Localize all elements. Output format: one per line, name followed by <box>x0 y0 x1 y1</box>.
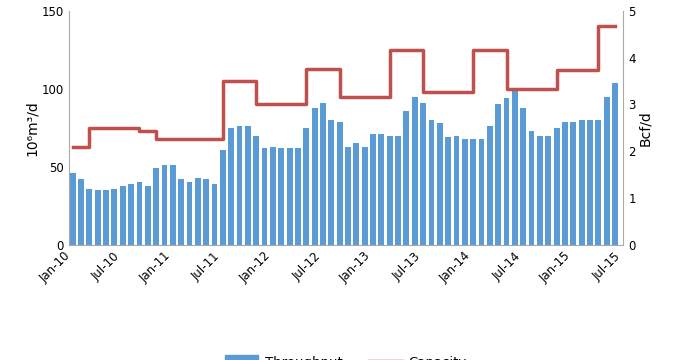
Bar <box>270 147 276 245</box>
Bar <box>236 126 242 245</box>
Bar <box>479 139 484 245</box>
Bar <box>212 184 217 245</box>
Bar <box>487 126 493 245</box>
Bar <box>312 108 318 245</box>
Bar <box>103 190 109 245</box>
Bar <box>370 134 376 245</box>
Bar <box>287 148 292 245</box>
Bar <box>128 184 134 245</box>
Y-axis label: 10⁶m³/d: 10⁶m³/d <box>25 100 38 156</box>
Bar <box>403 111 410 245</box>
Bar <box>78 179 84 245</box>
Bar <box>553 128 560 245</box>
Legend: Throughput, Capacity: Throughput, Capacity <box>220 350 472 360</box>
Bar <box>603 96 610 245</box>
Bar <box>228 128 234 245</box>
Bar <box>253 136 259 245</box>
Bar <box>379 134 384 245</box>
Bar <box>537 136 543 245</box>
Bar <box>120 185 125 245</box>
Bar <box>220 150 226 245</box>
Bar <box>170 165 176 245</box>
Bar <box>462 139 468 245</box>
Bar <box>412 96 418 245</box>
Bar <box>353 143 359 245</box>
Bar <box>503 98 510 245</box>
Bar <box>595 120 601 245</box>
Bar <box>579 120 584 245</box>
Bar <box>112 189 117 245</box>
Bar <box>437 123 443 245</box>
Bar <box>136 183 142 245</box>
Bar <box>612 82 618 245</box>
Bar <box>262 148 268 245</box>
Bar <box>70 173 75 245</box>
Bar <box>495 104 501 245</box>
Bar <box>178 179 184 245</box>
Bar <box>186 183 192 245</box>
Bar <box>362 147 368 245</box>
Bar <box>320 103 326 245</box>
Y-axis label: Bcf/d: Bcf/d <box>638 110 653 146</box>
Bar <box>420 103 426 245</box>
Bar <box>395 136 401 245</box>
Bar <box>295 148 301 245</box>
Bar <box>328 120 334 245</box>
Bar <box>445 137 451 245</box>
Bar <box>345 147 351 245</box>
Bar <box>337 122 342 245</box>
Bar <box>195 178 201 245</box>
Bar <box>303 128 309 245</box>
Bar <box>587 120 593 245</box>
Bar <box>545 136 551 245</box>
Bar <box>95 190 101 245</box>
Bar <box>429 120 434 245</box>
Bar <box>278 148 284 245</box>
Bar <box>162 165 167 245</box>
Bar <box>145 185 151 245</box>
Bar <box>86 189 92 245</box>
Bar <box>571 122 576 245</box>
Bar <box>562 122 568 245</box>
Bar <box>387 136 393 245</box>
Bar <box>521 108 526 245</box>
Bar <box>529 131 534 245</box>
Bar <box>203 179 209 245</box>
Bar <box>245 126 251 245</box>
Bar <box>153 168 159 245</box>
Bar <box>512 89 518 245</box>
Bar <box>453 136 460 245</box>
Bar <box>470 139 476 245</box>
